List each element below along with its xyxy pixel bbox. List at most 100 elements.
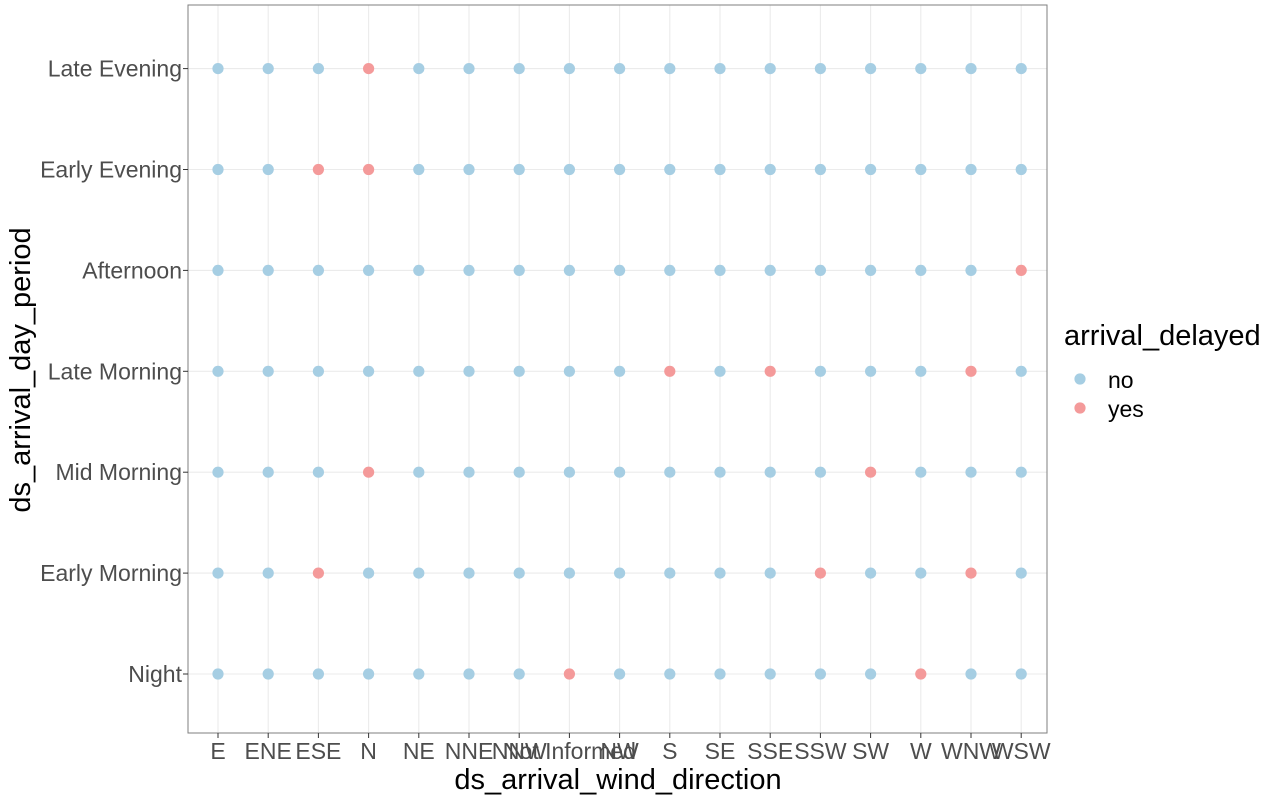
data-point-no	[513, 63, 525, 75]
data-point-no	[664, 63, 676, 75]
data-point-no	[664, 163, 676, 176]
y-axis-ticks: Night Early Morning Mid Morning Late Mornin…	[40, 56, 188, 687]
x-tick-label: NNE	[445, 738, 494, 764]
data-point-yes	[312, 163, 324, 176]
data-point-yes	[965, 365, 977, 377]
data-point-no	[915, 567, 927, 579]
data-point-yes	[865, 466, 877, 478]
y-tick-label: Late Morning	[48, 358, 182, 384]
data-point-no	[614, 466, 626, 478]
data-point-no	[664, 567, 676, 579]
data-point-no	[212, 365, 224, 377]
x-tick-label: N	[360, 738, 377, 764]
data-point-no	[664, 668, 676, 680]
data-point-no	[714, 63, 726, 75]
data-point-no	[262, 365, 274, 377]
y-tick-label: Early Morning	[40, 560, 182, 586]
x-tick-label: S	[662, 738, 677, 764]
data-point-no	[463, 466, 475, 478]
x-tick-label: Not Informed	[503, 738, 636, 764]
data-point-no	[814, 163, 827, 176]
data-point-no	[714, 365, 726, 377]
data-point-no	[513, 668, 525, 680]
data-point-no	[312, 668, 324, 680]
data-point-no	[1015, 163, 1027, 176]
data-point-no	[212, 567, 224, 579]
data-point-yes	[363, 63, 375, 75]
data-point-no	[814, 466, 827, 478]
data-point-no	[463, 163, 475, 176]
data-point-no	[814, 63, 827, 75]
y-tick-label: Mid Morning	[55, 459, 182, 485]
data-point-no	[212, 163, 224, 176]
data-point-no	[965, 63, 977, 75]
data-point-yes	[664, 365, 676, 377]
data-point-no	[614, 365, 626, 377]
y-axis-title: ds_arrival_day_period	[5, 227, 37, 512]
data-point-no	[413, 63, 425, 75]
data-point-no	[463, 365, 475, 377]
data-point-no	[563, 567, 576, 579]
data-point-no	[714, 264, 726, 276]
data-point-no	[1015, 63, 1027, 75]
data-point-no	[1015, 567, 1027, 579]
data-point-yes	[915, 668, 927, 680]
legend-title: arrival_delayed	[1064, 320, 1261, 352]
data-point-no	[262, 466, 274, 478]
data-point-no	[865, 365, 877, 377]
data-point-no	[1015, 365, 1027, 377]
x-tick-label: W	[910, 738, 932, 764]
data-point-no	[212, 63, 224, 75]
data-point-no	[463, 63, 475, 75]
data-point-no	[664, 466, 676, 478]
data-point-no	[764, 264, 776, 276]
data-point-no	[915, 163, 927, 176]
x-tick-label: NE	[403, 738, 435, 764]
data-point-no	[363, 365, 375, 377]
data-point-no	[513, 264, 525, 276]
data-point-no	[212, 668, 224, 680]
legend-key-no	[1074, 373, 1086, 385]
data-point-no	[664, 264, 676, 276]
data-point-no	[614, 567, 626, 579]
data-point-no	[714, 466, 726, 478]
data-point-no	[513, 466, 525, 478]
data-point-no	[413, 163, 425, 176]
data-point-no	[363, 668, 375, 680]
data-point-no	[563, 365, 576, 377]
data-point-no	[865, 668, 877, 680]
data-point-no	[262, 163, 274, 176]
x-tick-label: NNW	[492, 738, 547, 764]
data-point-no	[865, 567, 877, 579]
x-tick-label: SW	[852, 738, 889, 764]
data-point-no	[614, 163, 626, 176]
data-point-no	[714, 668, 726, 680]
data-point-no	[865, 163, 877, 176]
x-axis-title: ds_arrival_wind_direction	[454, 764, 781, 796]
plot-panel-border	[187, 4, 1048, 734]
data-point-no	[212, 264, 224, 276]
data-point-no	[714, 163, 726, 176]
data-point-no	[915, 63, 927, 75]
y-tick-label: Late Evening	[48, 56, 182, 82]
x-tick-label: ENE	[245, 738, 292, 764]
data-point-no	[915, 264, 927, 276]
data-point-no	[915, 466, 927, 478]
x-tick-label: NW	[600, 738, 639, 764]
data-point-yes	[563, 668, 576, 680]
data-point-no	[262, 264, 274, 276]
x-tick-label: WNW	[941, 738, 1001, 764]
data-point-no	[965, 466, 977, 478]
data-point-no	[413, 264, 425, 276]
data-point-no	[413, 668, 425, 680]
data-point-no	[764, 163, 776, 176]
data-point-no	[513, 365, 525, 377]
legend-entries: no yes	[1074, 367, 1144, 422]
x-tick-label: SSW	[794, 738, 847, 764]
data-point-no	[814, 668, 827, 680]
data-point-no	[1015, 668, 1027, 680]
data-point-no	[513, 567, 525, 579]
data-point-yes	[363, 163, 375, 176]
